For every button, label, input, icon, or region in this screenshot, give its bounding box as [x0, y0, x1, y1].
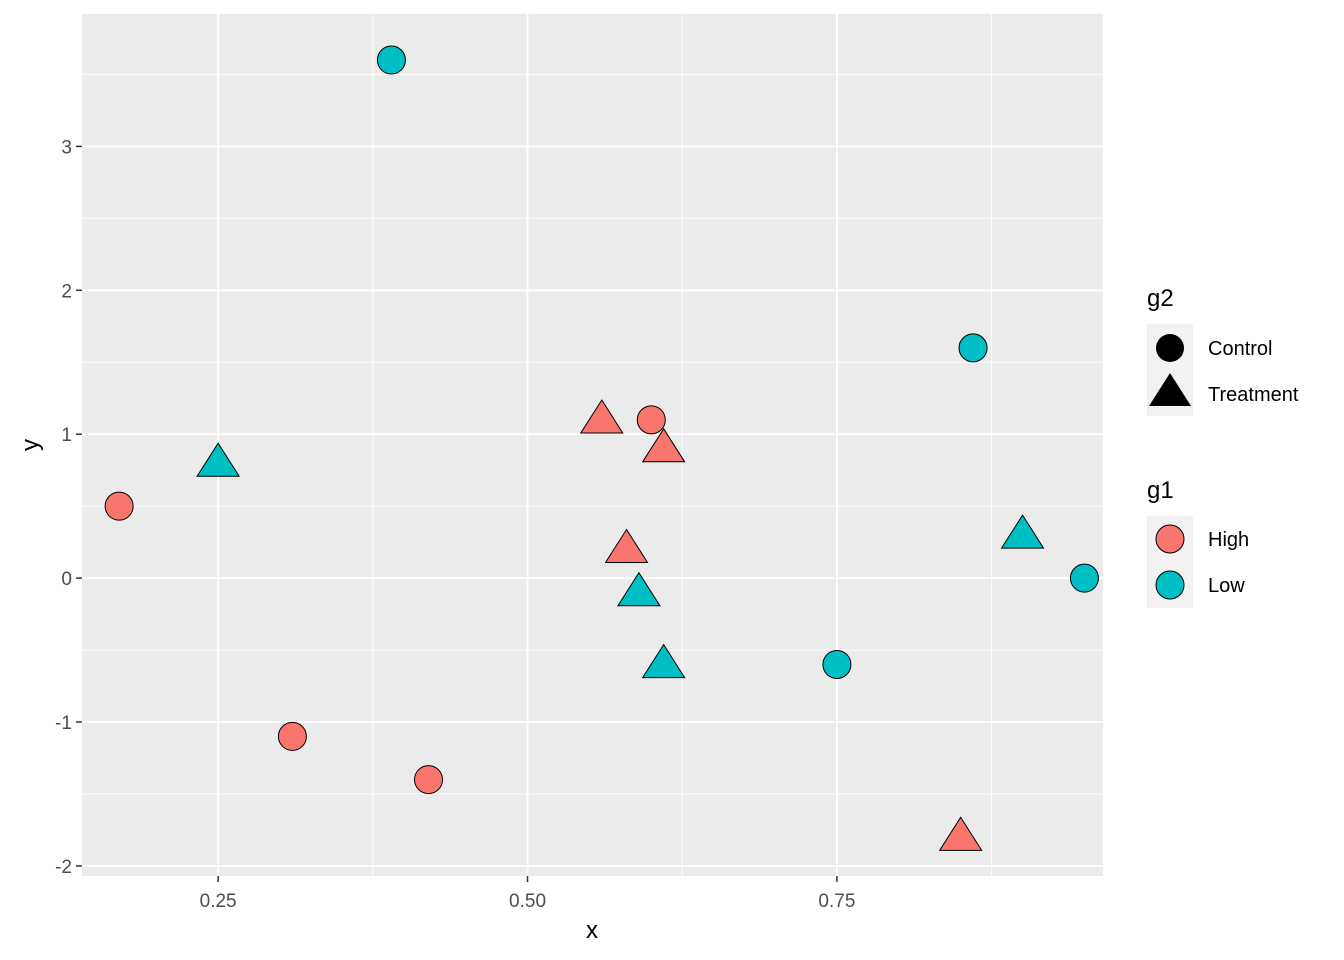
legend-g1: g1 High Low	[1147, 477, 1249, 608]
x-tick-label: 0.25	[200, 891, 237, 912]
legend-high-swatch-icon	[1155, 524, 1185, 554]
data-point-treatment-low	[196, 442, 241, 477]
legend-treatment-triangle-icon	[1149, 373, 1191, 406]
data-point-control-low	[376, 45, 406, 75]
x-axis: 0.25 0.50 0.75	[200, 876, 855, 912]
y-axis: -2 -1 0 1 2 3	[55, 137, 82, 878]
data-point-treatment-low	[616, 571, 661, 607]
major-gridlines	[82, 14, 1103, 876]
legend-g2: g2 Control Treatment	[1147, 285, 1299, 416]
data-point-control-high	[636, 405, 666, 435]
y-tick-label: 0	[61, 569, 72, 590]
y-tick-label: 2	[61, 281, 72, 302]
data-point-treatment-high	[604, 528, 649, 564]
data-point-treatment-high	[579, 399, 624, 434]
data-point-control-low	[822, 649, 852, 679]
legend-g1-label-low: Low	[1208, 575, 1245, 597]
y-tick-label: 1	[61, 425, 72, 446]
y-tick-label: 3	[61, 137, 72, 158]
y-tick-label: -2	[55, 857, 72, 878]
data-point-control-high	[414, 765, 444, 795]
legend-g2-label-treatment: Treatment	[1208, 384, 1299, 406]
data-point-treatment-low	[641, 643, 686, 679]
legend-g2-label-control: Control	[1208, 338, 1272, 360]
legend-control-circle-icon	[1156, 334, 1184, 362]
legend-low-swatch-icon	[1155, 570, 1185, 600]
legend-g2-title: g2	[1147, 285, 1174, 312]
data-points	[104, 45, 1099, 851]
legend-g1-label-high: High	[1208, 529, 1249, 551]
data-point-control-low	[958, 333, 988, 363]
x-tick-label: 0.50	[509, 891, 546, 912]
data-point-control-high	[277, 721, 307, 751]
x-axis-title: x	[586, 917, 598, 944]
data-point-treatment-low	[1000, 514, 1045, 549]
data-point-treatment-high	[938, 816, 983, 851]
y-tick-label: -1	[55, 713, 72, 734]
y-axis-title: y	[17, 439, 44, 451]
data-point-control-high	[104, 491, 134, 521]
data-point-treatment-high	[641, 427, 686, 463]
legend-g1-title: g1	[1147, 477, 1174, 504]
data-point-control-low	[1069, 563, 1099, 593]
panel-background	[82, 14, 1103, 876]
minor-gridlines	[82, 14, 1103, 876]
x-tick-label: 0.75	[818, 891, 855, 912]
